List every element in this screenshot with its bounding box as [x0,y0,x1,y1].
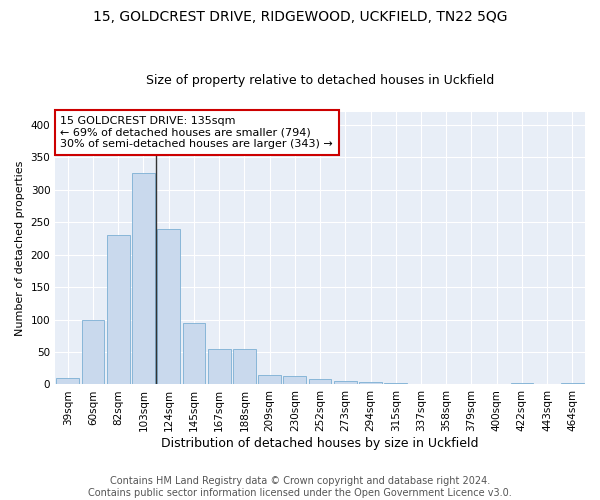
Y-axis label: Number of detached properties: Number of detached properties [15,160,25,336]
Bar [359,382,382,384]
Bar [511,382,533,384]
Bar [208,349,230,384]
Bar [107,235,130,384]
Bar [82,320,104,384]
Bar [233,349,256,384]
Text: Contains HM Land Registry data © Crown copyright and database right 2024.
Contai: Contains HM Land Registry data © Crown c… [88,476,512,498]
X-axis label: Distribution of detached houses by size in Uckfield: Distribution of detached houses by size … [161,437,479,450]
Bar [385,382,407,384]
Bar [258,374,281,384]
Bar [334,380,356,384]
Bar [56,378,79,384]
Bar [182,323,205,384]
Title: Size of property relative to detached houses in Uckfield: Size of property relative to detached ho… [146,74,494,87]
Text: 15, GOLDCREST DRIVE, RIDGEWOOD, UCKFIELD, TN22 5QG: 15, GOLDCREST DRIVE, RIDGEWOOD, UCKFIELD… [93,10,507,24]
Bar [561,382,584,384]
Bar [283,376,306,384]
Bar [157,228,180,384]
Text: 15 GOLDCREST DRIVE: 135sqm
← 69% of detached houses are smaller (794)
30% of sem: 15 GOLDCREST DRIVE: 135sqm ← 69% of deta… [61,116,333,149]
Bar [309,380,331,384]
Bar [132,174,155,384]
